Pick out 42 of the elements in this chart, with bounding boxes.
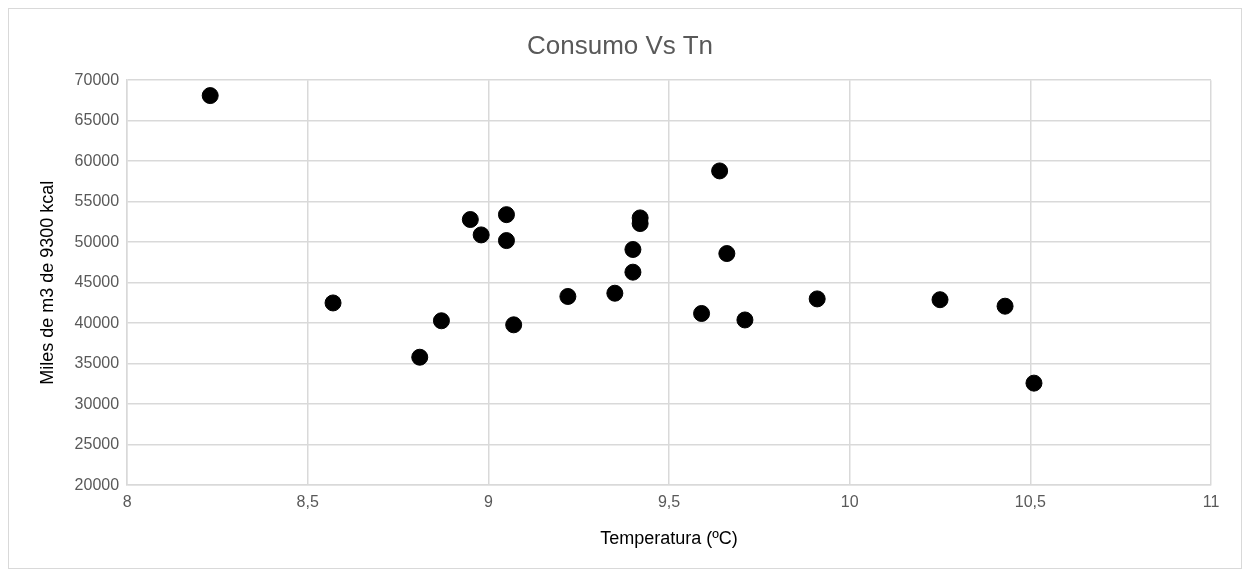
point: [931, 291, 949, 309]
point: [559, 287, 577, 305]
x-tick-label: 8: [122, 493, 132, 511]
y-tick-label: 30000: [74, 394, 120, 412]
x-tick-label: 10,5: [1014, 493, 1047, 511]
point: [505, 316, 523, 334]
y-tick-label: 60000: [74, 151, 120, 169]
point: [996, 297, 1014, 315]
y-tick-label: 55000: [74, 192, 120, 210]
chart-title: Consumo Vs Tn: [527, 29, 713, 60]
point: [808, 290, 826, 308]
point: [711, 162, 729, 180]
y-tick-label: 70000: [74, 70, 120, 88]
point: [736, 311, 754, 329]
point: [624, 263, 642, 281]
y-tick-label: 20000: [74, 475, 120, 493]
point: [693, 304, 711, 322]
point: [201, 87, 219, 105]
y-tick-label: 35000: [74, 354, 120, 372]
y-tick-label: 25000: [74, 435, 120, 453]
point: [324, 294, 342, 312]
x-tick-label: 10: [840, 493, 859, 511]
point: [432, 312, 450, 330]
point: [606, 284, 624, 302]
point: [718, 245, 736, 263]
x-axis-title: Temperatura (ºC): [600, 528, 738, 549]
point: [472, 226, 490, 244]
point: [497, 232, 515, 250]
x-tick-label: 8,5: [296, 493, 319, 511]
point: [624, 240, 642, 258]
y-axis-title: Miles de m3 de 9300 kcal: [36, 180, 57, 385]
y-tick-label: 40000: [74, 313, 120, 331]
point: [411, 348, 429, 366]
x-tick-label: 9,5: [657, 493, 681, 511]
point: [461, 211, 479, 229]
point: [497, 206, 515, 224]
y-tick-label: 65000: [74, 111, 120, 129]
y-tick-label: 45000: [74, 273, 120, 291]
x-tick-label: 11: [1202, 493, 1220, 511]
x-tick-label: 9: [483, 493, 493, 511]
y-tick-label: 50000: [74, 232, 120, 250]
point: [1025, 374, 1043, 392]
